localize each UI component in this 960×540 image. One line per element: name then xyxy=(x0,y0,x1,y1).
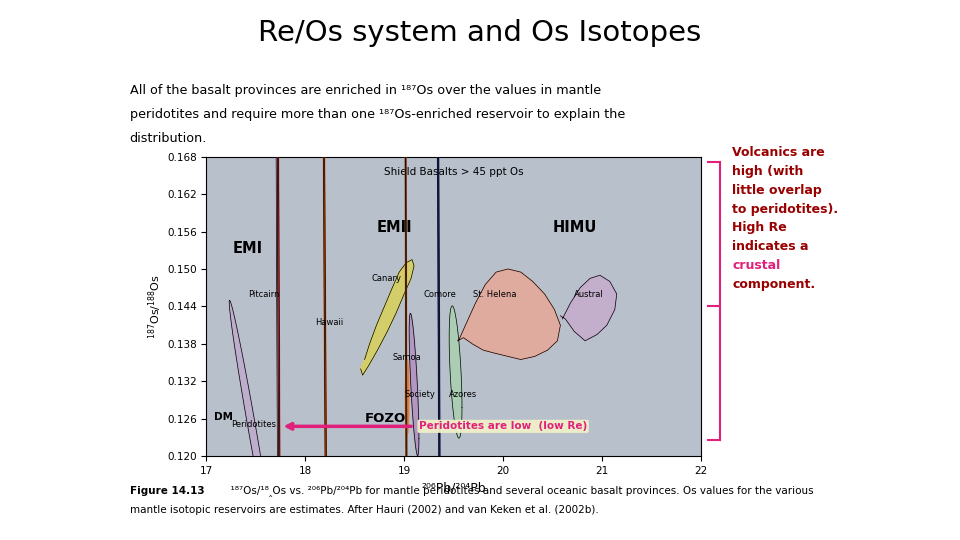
Polygon shape xyxy=(561,275,616,341)
Text: EMI: EMI xyxy=(233,241,263,256)
Text: Pitcairn: Pitcairn xyxy=(248,290,279,299)
Text: distribution.: distribution. xyxy=(130,132,207,145)
Text: DM: DM xyxy=(214,412,233,422)
Text: Volcanics are: Volcanics are xyxy=(732,146,826,159)
Text: Peridotites are low  (low Re): Peridotites are low (low Re) xyxy=(419,421,588,431)
Text: crustal: crustal xyxy=(732,259,780,272)
Text: Austral: Austral xyxy=(574,290,604,299)
Text: Peridotites: Peridotites xyxy=(231,420,276,429)
Polygon shape xyxy=(361,260,414,375)
Text: HIMU: HIMU xyxy=(553,220,597,234)
Polygon shape xyxy=(458,269,561,360)
Polygon shape xyxy=(409,313,419,456)
Text: Re/Os system and Os Isotopes: Re/Os system and Os Isotopes xyxy=(258,19,702,47)
Text: to peridotites).: to peridotites). xyxy=(732,202,839,215)
Text: High Re: High Re xyxy=(732,221,787,234)
Polygon shape xyxy=(405,15,407,540)
Text: indicates a: indicates a xyxy=(732,240,809,253)
X-axis label: ²⁰⁶Pb/²⁰⁴Pb: ²⁰⁶Pb/²⁰⁴Pb xyxy=(421,482,486,495)
Polygon shape xyxy=(276,0,279,540)
Text: Samoa: Samoa xyxy=(393,353,421,361)
Polygon shape xyxy=(276,0,280,540)
Text: Society: Society xyxy=(404,390,435,399)
Text: Comore: Comore xyxy=(424,290,457,299)
Text: Shield Basalts > 45 ppt Os: Shield Basalts > 45 ppt Os xyxy=(384,167,523,177)
Text: Canary: Canary xyxy=(372,274,401,284)
Text: peridotites and require more than one ¹⁸⁷Os-enriched reservoir to explain the: peridotites and require more than one ¹⁸… xyxy=(130,108,625,121)
Text: little overlap: little overlap xyxy=(732,184,822,197)
Text: ¹⁸⁷Os/¹⁸‸Os vs. ²⁰⁶Pb/²⁰⁴Pb for mantle peridotites and several oceanic basalt pr: ¹⁸⁷Os/¹⁸‸Os vs. ²⁰⁶Pb/²⁰⁴Pb for mantle p… xyxy=(224,486,813,497)
Text: All of the basalt provinces are enriched in ¹⁸⁷Os over the values in mantle: All of the basalt provinces are enriched… xyxy=(130,84,601,97)
Polygon shape xyxy=(405,360,409,435)
Text: Figure 14.13: Figure 14.13 xyxy=(130,486,204,496)
Polygon shape xyxy=(449,306,462,438)
Text: component.: component. xyxy=(732,278,816,291)
Polygon shape xyxy=(323,0,327,540)
Text: high (with: high (with xyxy=(732,165,804,178)
Polygon shape xyxy=(437,0,441,540)
Polygon shape xyxy=(229,300,273,540)
Text: St. Helena: St. Helena xyxy=(473,290,516,299)
Y-axis label: $^{187}$Os/$^{188}$Os: $^{187}$Os/$^{188}$Os xyxy=(147,274,164,339)
Text: Hawaii: Hawaii xyxy=(315,318,344,327)
Text: Azores: Azores xyxy=(448,390,477,399)
Text: EMII: EMII xyxy=(376,220,412,234)
Text: FOZO: FOZO xyxy=(365,412,406,425)
Text: mantle isotopic reservoirs are estimates. After Hauri (2002) and van Keken et al: mantle isotopic reservoirs are estimates… xyxy=(130,505,598,515)
